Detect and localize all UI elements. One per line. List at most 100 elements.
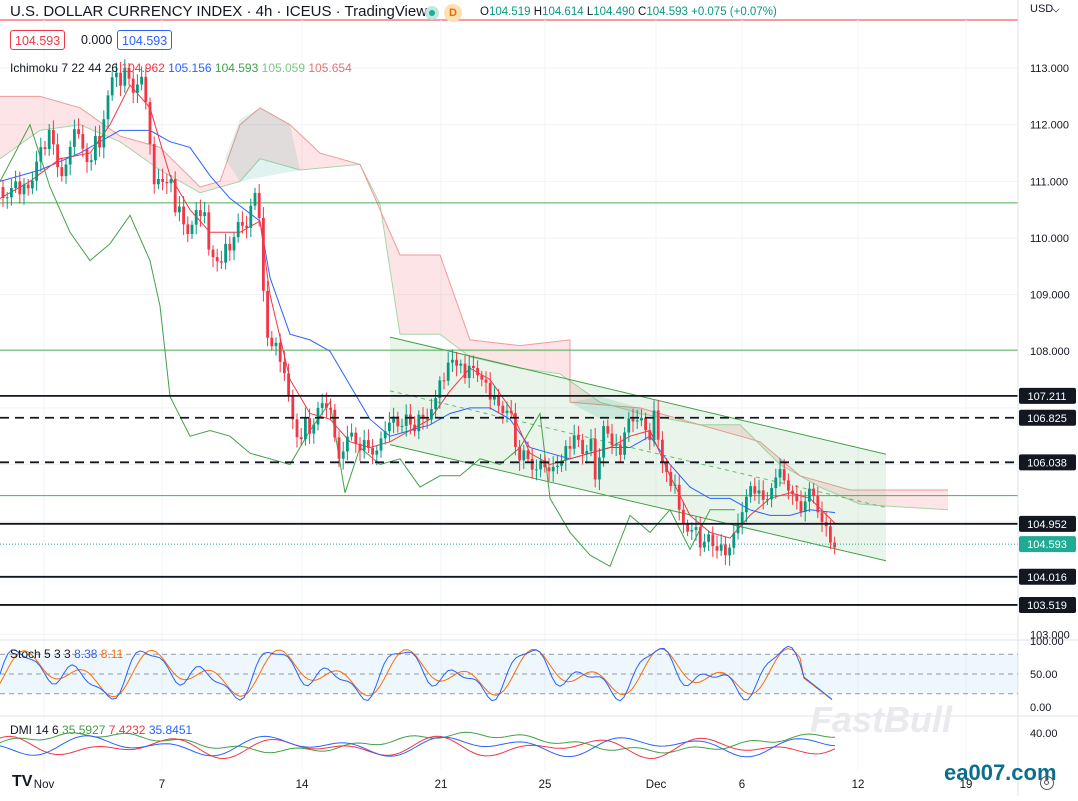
candle-body xyxy=(283,361,286,374)
stoch-legend[interactable]: Stoch 5 3 3 8.38 8.11 xyxy=(10,647,124,661)
candle xyxy=(186,216,190,243)
candle-body xyxy=(362,439,366,451)
candle xyxy=(320,393,324,416)
candle-body xyxy=(770,488,773,500)
candle xyxy=(719,534,723,557)
candle xyxy=(535,459,538,481)
candle xyxy=(703,533,706,552)
candle xyxy=(463,355,467,384)
candle xyxy=(413,416,416,437)
candle-body xyxy=(56,144,59,168)
candle xyxy=(451,349,454,372)
candle xyxy=(610,423,614,455)
candle xyxy=(392,407,395,433)
candle-body xyxy=(787,480,790,491)
candle-body xyxy=(472,365,475,368)
candle xyxy=(10,179,13,206)
candle-body xyxy=(190,224,194,235)
candle-body xyxy=(73,129,76,147)
gear-icon[interactable] xyxy=(1040,776,1054,790)
candle-body xyxy=(631,418,635,422)
candle xyxy=(312,418,316,444)
candle-body xyxy=(446,362,450,381)
sell-price-box[interactable]: 104.593 xyxy=(10,30,66,50)
candle-body xyxy=(52,129,55,145)
x-tick-label: 7 xyxy=(159,779,165,791)
candle-body xyxy=(119,72,122,86)
dmi-plus-line xyxy=(0,735,836,758)
dmi-legend[interactable]: DMI 14 6 35.5927 7.4232 35.8451 xyxy=(10,723,193,737)
market-status-icon[interactable] xyxy=(425,6,439,20)
level-label-bg xyxy=(1019,596,1076,613)
ichimoku-legend[interactable]: Ichimoku 7 22 44 26 104.962 105.156 104.… xyxy=(10,61,352,75)
candle-body xyxy=(673,484,677,487)
level-label-bg xyxy=(1019,409,1076,426)
price-tick-label: 109.000 xyxy=(1030,290,1070,302)
candle xyxy=(102,110,106,159)
stoch-tick-label: 50.00 xyxy=(1030,669,1058,681)
buy-price-box[interactable]: 104.593 xyxy=(117,30,173,50)
candle xyxy=(199,199,202,227)
candle-body xyxy=(396,416,400,427)
candle xyxy=(257,184,261,227)
candle xyxy=(467,355,471,389)
candle xyxy=(190,220,194,240)
candle xyxy=(362,430,366,459)
candle-body xyxy=(753,486,757,494)
candle-body xyxy=(682,509,685,524)
candle xyxy=(501,400,505,424)
candle xyxy=(14,170,17,193)
candle xyxy=(333,404,337,443)
candle xyxy=(404,404,408,437)
candle-body xyxy=(707,534,710,542)
candle-body xyxy=(782,469,786,481)
x-tick-label: Dec xyxy=(646,779,667,791)
candle xyxy=(698,516,702,557)
candle-body xyxy=(329,407,332,410)
candle-body xyxy=(451,359,454,363)
candle-body xyxy=(610,433,614,446)
candle-body xyxy=(14,181,17,189)
currency-label[interactable]: USD xyxy=(1030,3,1054,15)
candle-body xyxy=(383,431,387,439)
candle xyxy=(782,459,786,485)
candle-body xyxy=(556,465,559,467)
candle xyxy=(136,74,139,103)
candle xyxy=(18,171,22,204)
candle xyxy=(728,543,731,566)
candle xyxy=(682,501,685,534)
candle xyxy=(661,431,664,474)
candle xyxy=(35,150,38,191)
candle xyxy=(98,125,101,157)
data-badge[interactable]: D xyxy=(444,4,462,22)
candle xyxy=(593,428,597,488)
candles xyxy=(1,59,836,566)
candle-body xyxy=(81,134,85,149)
candle-body xyxy=(148,102,152,145)
candle-body xyxy=(182,206,185,225)
candle xyxy=(556,456,559,475)
candle xyxy=(740,501,744,535)
candle xyxy=(89,153,93,171)
x-tick-label: 12 xyxy=(852,779,865,791)
candle xyxy=(505,401,509,423)
candle-body xyxy=(833,542,836,548)
candle xyxy=(5,192,9,209)
ichimoku-cloud-green xyxy=(225,107,300,182)
candle-body xyxy=(232,237,236,251)
candle xyxy=(572,424,576,455)
candle xyxy=(602,420,605,467)
candle-body xyxy=(677,484,681,510)
candle xyxy=(543,455,547,473)
spread-value: 0.000 xyxy=(81,33,113,47)
candle-body xyxy=(745,496,748,513)
candle xyxy=(564,440,568,471)
symbol-title[interactable]: U.S. DOLLAR CURRENCY INDEX · 4h · ICEUS … xyxy=(10,3,428,20)
ea007-watermark: ea007.com xyxy=(944,760,1057,785)
candle xyxy=(64,158,68,184)
candle xyxy=(232,232,236,261)
candle xyxy=(194,202,198,235)
candle xyxy=(379,431,383,458)
